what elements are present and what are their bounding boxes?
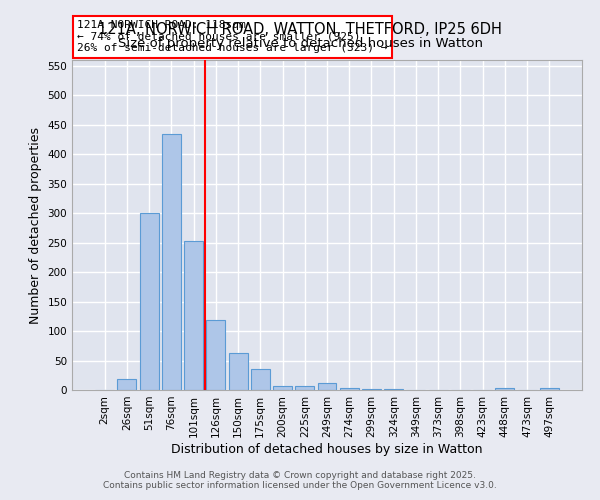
- Bar: [317, 383, 337, 390]
- Bar: [229, 353, 248, 390]
- Bar: [184, 241, 203, 390]
- Text: Size of property relative to detached houses in Watton: Size of property relative to detached ho…: [118, 38, 482, 51]
- Bar: [496, 388, 514, 390]
- Text: 121A NORWICH ROAD: 118sqm
← 74% of detached houses are smaller (925)
26% of semi: 121A NORWICH ROAD: 118sqm ← 74% of detac…: [77, 20, 388, 54]
- Bar: [273, 386, 292, 390]
- Bar: [162, 134, 181, 390]
- Bar: [251, 370, 270, 390]
- Text: 121A, NORWICH ROAD, WATTON, THETFORD, IP25 6DH: 121A, NORWICH ROAD, WATTON, THETFORD, IP…: [98, 22, 502, 38]
- Bar: [295, 386, 314, 390]
- Bar: [140, 213, 158, 390]
- Text: Contains HM Land Registry data © Crown copyright and database right 2025.
Contai: Contains HM Land Registry data © Crown c…: [103, 470, 497, 490]
- Bar: [340, 388, 359, 390]
- Bar: [206, 320, 225, 390]
- Bar: [118, 380, 136, 390]
- Bar: [540, 388, 559, 390]
- X-axis label: Distribution of detached houses by size in Watton: Distribution of detached houses by size …: [171, 442, 483, 456]
- Y-axis label: Number of detached properties: Number of detached properties: [29, 126, 42, 324]
